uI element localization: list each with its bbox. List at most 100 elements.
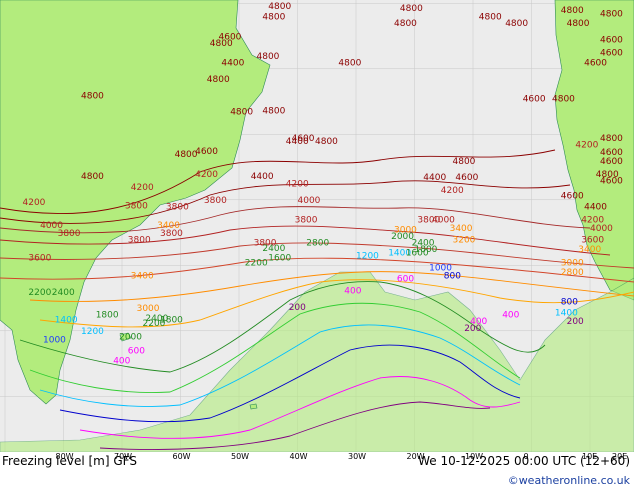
contour-label: 2400 [52, 288, 75, 298]
falkland-islands [119, 332, 132, 342]
contour-line-3000 [39, 279, 634, 328]
contour-label: 1800 [415, 245, 438, 255]
contour-label: 4600 [600, 36, 623, 46]
contour-label: 2200 [245, 258, 268, 268]
contour-label: 2200 [28, 288, 51, 298]
contour-label: 4800 [338, 59, 361, 69]
contour-label: 4800 [81, 91, 104, 101]
contour-label: 3800 [128, 235, 151, 245]
contour-label: 4800 [453, 157, 476, 167]
contour-label: 600 [397, 275, 414, 285]
contour-line-4400 [0, 206, 591, 234]
contour-label: 3000 [561, 258, 584, 268]
contour-label: 4800 [262, 106, 285, 116]
contour-label: 4600 [600, 176, 623, 186]
contour-label: 4600 [455, 173, 478, 183]
contour-line-3800 [0, 257, 634, 283]
contour-label: 3800 [166, 203, 189, 213]
longitude-tick-label: 10E [582, 452, 598, 461]
contour-label: 4600 [292, 134, 315, 144]
contour-label: 4800 [210, 39, 233, 49]
contour-label: 800 [561, 298, 578, 308]
longitude-tick-label: 20E [612, 452, 628, 461]
contour-label: 2400 [145, 314, 168, 324]
contour-label: 4200 [581, 216, 604, 226]
credit-link[interactable]: ©weatheronline.co.uk [507, 474, 630, 487]
longitude-tick-label: 40W [289, 452, 308, 461]
contour-label: 4800 [561, 6, 584, 16]
contour-label: 4800 [257, 52, 280, 62]
contour-label: 4600 [600, 157, 623, 167]
contour-label: 4800 [230, 108, 253, 118]
contour-label: 2800 [306, 239, 329, 249]
contour-label: 3400 [578, 245, 601, 255]
contour-label: 3200 [453, 235, 476, 245]
contour-label: 3800 [417, 216, 440, 226]
longitude-tick-label: 20W [406, 452, 425, 461]
contour-label: 3800 [160, 229, 183, 239]
contour-label: 4600 [600, 49, 623, 59]
contour-line-4000 [0, 242, 634, 269]
contour-label: 4800 [175, 150, 198, 160]
contour-label: 3400 [450, 224, 473, 234]
contour-label: 4800 [81, 172, 104, 182]
contour-label: 800 [444, 271, 461, 281]
longitude-tick-label: 30W [348, 452, 367, 461]
contour-label: 400 [470, 317, 487, 327]
contour-label: 4800 [600, 9, 623, 19]
contour-label: 4600 [584, 59, 607, 69]
contour-lines [0, 149, 634, 450]
longitude-tick-label: 60W [172, 452, 191, 461]
contour-label: 4800 [262, 13, 285, 23]
contour-label: 400 [113, 357, 130, 367]
contour-label: 2800 [561, 268, 584, 278]
contour-label: 200 [464, 324, 481, 334]
contour-label: 200 [289, 303, 306, 313]
contour-label: 3000 [137, 304, 160, 314]
contour-line-800 [59, 344, 521, 423]
contour-label: 4200 [131, 183, 154, 193]
contour-label: 1000 [429, 264, 452, 274]
contour-label: 3800 [125, 201, 148, 211]
map-footer: 80W 70W 60W 50W 40W 30W 20W 10W 0 10E 20E Freezing… [0, 452, 634, 490]
contour-label: 4800 [315, 137, 338, 147]
contour-label: 4600 [219, 32, 242, 42]
contour-label: 2400 [412, 239, 435, 249]
longitude-tick-label: 0 [523, 452, 529, 461]
contour-label: 4600 [600, 148, 623, 158]
contour-label: 4400 [286, 137, 309, 147]
contour-label: 1400 [55, 315, 78, 325]
longitude-tick-label: 50W [231, 452, 250, 461]
contour-label: 3800 [58, 229, 81, 239]
contour-line-1200 [39, 324, 521, 407]
contour-label: 3600 [28, 254, 51, 264]
contour-label: 1200 [356, 252, 379, 262]
contour-label: 4800 [552, 95, 575, 105]
contour-label: 2000 [119, 332, 142, 342]
contour-line-2400 [19, 281, 546, 373]
contour-label: 1400 [388, 248, 411, 258]
contour-label: 4400 [423, 173, 446, 183]
contour-label: 4000 [432, 216, 455, 226]
contour-label: 2000 [391, 232, 414, 242]
contour-label: 4000 [590, 224, 613, 234]
contour-line-4800 [0, 149, 556, 215]
contour-label: 4200 [23, 198, 46, 208]
contour-line-3400 [29, 271, 634, 302]
contour-label: 4600 [523, 95, 546, 105]
contour-label: 4400 [221, 59, 244, 69]
contour-label: 2400 [262, 244, 285, 254]
contour-line-4600 [0, 180, 571, 224]
antarctica-landmass [0, 271, 634, 452]
contour-label: 3400 [131, 271, 154, 281]
contour-line-1600 [29, 302, 521, 393]
contour-line-400 [79, 376, 521, 439]
contour-label: 1600 [268, 254, 291, 264]
contour-label: 4800 [505, 19, 528, 29]
contour-label: 4400 [584, 203, 607, 213]
contour-label: 3800 [254, 239, 277, 249]
longitude-tick-label: 70W [114, 452, 133, 461]
contour-label: 400 [344, 286, 361, 296]
contour-label: 4800 [596, 170, 619, 180]
